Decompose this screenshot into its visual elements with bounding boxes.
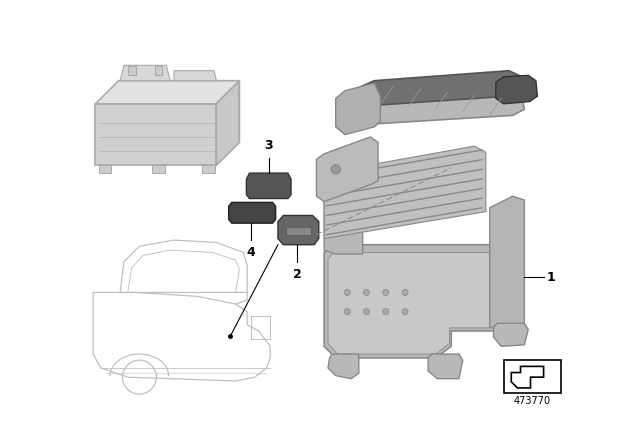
- Text: 3: 3: [264, 139, 273, 152]
- Circle shape: [344, 309, 350, 315]
- Text: 2: 2: [293, 268, 301, 281]
- Polygon shape: [336, 83, 380, 134]
- Polygon shape: [360, 71, 522, 105]
- Polygon shape: [348, 81, 524, 125]
- Polygon shape: [328, 252, 497, 354]
- Polygon shape: [493, 323, 528, 346]
- Polygon shape: [99, 165, 111, 173]
- Circle shape: [331, 165, 340, 174]
- Polygon shape: [316, 137, 378, 202]
- Polygon shape: [155, 66, 163, 75]
- Polygon shape: [428, 354, 463, 379]
- Bar: [504, 360, 561, 392]
- Polygon shape: [228, 202, 276, 223]
- Circle shape: [402, 309, 408, 315]
- Polygon shape: [152, 165, 164, 173]
- Circle shape: [402, 289, 408, 296]
- Text: 4: 4: [246, 246, 255, 259]
- Circle shape: [364, 289, 369, 296]
- Polygon shape: [174, 71, 216, 81]
- Polygon shape: [202, 165, 215, 173]
- Circle shape: [344, 289, 350, 296]
- Polygon shape: [216, 81, 239, 165]
- Polygon shape: [285, 227, 311, 235]
- Polygon shape: [324, 154, 363, 254]
- Polygon shape: [120, 65, 170, 81]
- Text: 473770: 473770: [514, 396, 551, 406]
- Polygon shape: [246, 173, 291, 198]
- Polygon shape: [496, 75, 538, 104]
- Circle shape: [364, 309, 369, 315]
- Polygon shape: [95, 104, 216, 165]
- Polygon shape: [490, 196, 524, 331]
- Polygon shape: [128, 66, 136, 75]
- Circle shape: [383, 289, 389, 296]
- Text: 1: 1: [547, 271, 556, 284]
- Polygon shape: [278, 215, 319, 245]
- Polygon shape: [328, 354, 359, 379]
- Polygon shape: [324, 245, 501, 358]
- Polygon shape: [324, 146, 486, 238]
- Polygon shape: [95, 81, 239, 104]
- Circle shape: [383, 309, 389, 315]
